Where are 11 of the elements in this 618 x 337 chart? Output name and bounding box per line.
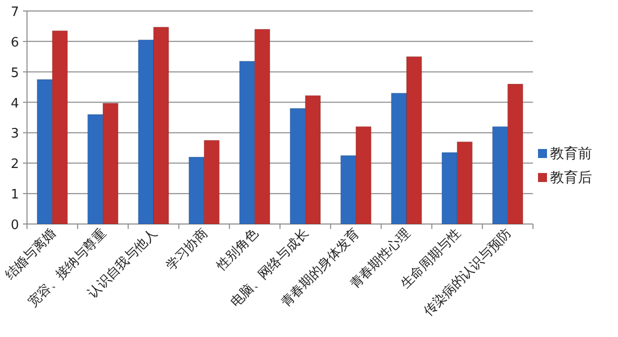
y-tick-label: 7 (10, 5, 19, 20)
y-tick-label: 4 (10, 96, 19, 112)
y-tick-label: 3 (10, 126, 19, 142)
legend-label: 教育后 (550, 169, 592, 186)
x-tick-label: 学习协商 (164, 226, 211, 274)
y-tick-label: 2 (10, 157, 19, 172)
y-tick-label: 0 (10, 218, 19, 233)
y-tick-label: 5 (10, 66, 19, 81)
y-tick-label: 6 (10, 35, 19, 50)
legend-label: 教育前 (550, 145, 592, 162)
y-tick-label: 1 (10, 188, 19, 203)
